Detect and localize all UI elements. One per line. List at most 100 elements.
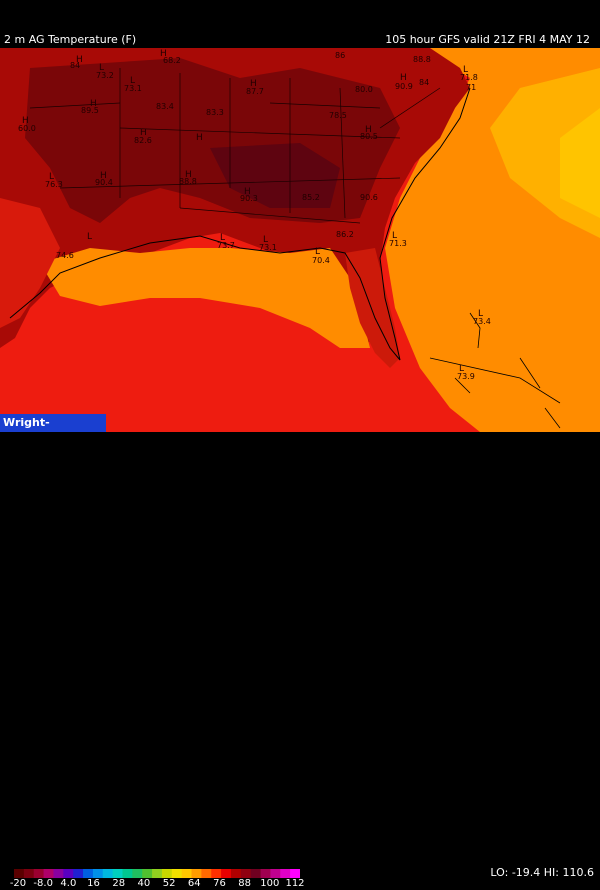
- scale-tick-label: 16: [87, 878, 100, 889]
- scale-swatch: [83, 869, 94, 878]
- low-marker: L: [87, 232, 92, 242]
- land-hottest-region: [210, 143, 340, 208]
- scale-swatch: [53, 869, 64, 878]
- scale-swatch: [260, 869, 271, 878]
- scale-swatch: [280, 869, 291, 878]
- watermark[interactable]: Wright-Weather.com: [0, 414, 106, 447]
- high-marker: H: [100, 171, 107, 181]
- low-marker: L: [263, 235, 268, 245]
- value-label: 88.8: [179, 177, 197, 186]
- scale-swatch: [122, 869, 133, 878]
- scale-swatch: [112, 869, 123, 878]
- low-marker: L: [130, 76, 135, 86]
- atlantic-coolest-region: [560, 108, 600, 218]
- value-label: 74.6: [56, 251, 74, 260]
- low-marker: L: [459, 364, 464, 374]
- color-scale: [14, 869, 300, 878]
- value-label: 73.1: [124, 84, 142, 93]
- scale-swatch: [161, 869, 173, 878]
- value-label: 73.9: [457, 372, 475, 381]
- value-label: 60.0: [18, 124, 36, 133]
- high-marker: H: [185, 170, 192, 180]
- temperature-map: 84 73.2 68.2 86 88.8 73.1 83.4 83.3 87.7…: [0, 48, 600, 432]
- state-borders: [29, 68, 441, 224]
- value-label: 71.3: [389, 239, 407, 248]
- high-marker: H: [160, 49, 167, 59]
- value-label: 71.8: [460, 73, 478, 82]
- value-label: 84: [70, 61, 80, 70]
- scale-swatch: [221, 869, 232, 878]
- map-svg: 84 73.2 68.2 86 88.8 73.1 83.4 83.3 87.7…: [0, 48, 600, 432]
- scale-tick-label: 40: [137, 878, 151, 889]
- scale-tick-label: 4.0: [60, 878, 77, 889]
- scale-swatch: [43, 869, 54, 878]
- value-labels: 84 73.2 68.2 86 88.8 73.1 83.4 83.3 87.7…: [18, 51, 491, 381]
- scale-tick-label: 112: [285, 878, 305, 889]
- value-label: 83.3: [206, 108, 224, 117]
- low-marker: L: [315, 247, 320, 257]
- high-marker: H: [22, 116, 29, 126]
- value-label: 90.3: [240, 194, 258, 203]
- scale-swatch: [211, 869, 222, 878]
- coastline: [9, 87, 471, 361]
- value-label: 86: [335, 51, 345, 60]
- low-marker: L: [220, 233, 225, 243]
- scale-tick-label: 88: [238, 878, 251, 889]
- value-label: 80.5: [360, 132, 378, 141]
- scale-swatch: [270, 869, 281, 878]
- land-hot-region: [25, 58, 400, 223]
- scale-swatch: [191, 869, 202, 878]
- gulf-coast-warm-band: [40, 248, 370, 348]
- scale-tick-label: 52: [162, 878, 176, 889]
- high-markers: H H H H H H H H H H H H: [22, 49, 407, 197]
- map-title: 2 m AG Temperature (F): [4, 33, 137, 46]
- high-marker: H: [365, 125, 372, 135]
- value-label: 85.2: [302, 193, 320, 202]
- low-marker: L: [99, 63, 104, 73]
- value-label: 83.4: [156, 102, 174, 111]
- scale-swatch: [63, 869, 74, 878]
- value-label: 90.9: [395, 82, 413, 91]
- valid-time: 105 hour GFS valid 21Z FRI 4 MAY 12: [385, 33, 590, 46]
- low-marker: L: [392, 231, 397, 241]
- value-label: 76.3: [45, 180, 63, 189]
- value-label: 88.8: [413, 55, 431, 64]
- scale-swatch: [73, 869, 84, 878]
- scale-swatch: [230, 869, 242, 878]
- scale-tick-label: -20: [9, 878, 27, 889]
- scale-swatch: [92, 869, 104, 878]
- high-marker: H: [90, 99, 97, 109]
- value-label: 86.2: [336, 230, 354, 239]
- scale-swatch: [250, 869, 262, 878]
- scale-swatch: [201, 869, 212, 878]
- scale-ticks: -20 -8.0 4.0 16 28 40 52 64 76 88 100 112: [0, 878, 320, 890]
- scale-swatch: [171, 869, 183, 878]
- high-marker: H: [244, 187, 251, 197]
- value-label: 90.6: [360, 193, 378, 202]
- value-label: 82.6: [134, 136, 152, 145]
- scale-swatch: [23, 869, 35, 878]
- scale-swatch: [240, 869, 252, 878]
- low-marker: L: [463, 65, 468, 75]
- scale-tick-label: 64: [187, 878, 201, 889]
- value-label: 71: [466, 83, 476, 92]
- high-marker: H: [196, 133, 203, 143]
- southwest-red-region: [0, 198, 60, 328]
- value-label: 87.7: [246, 87, 264, 96]
- value-label: 73.2: [96, 71, 114, 80]
- value-label: 73.1: [259, 243, 277, 252]
- high-marker: H: [250, 79, 257, 89]
- value-label: 80.0: [355, 85, 373, 94]
- low-marker: L: [478, 309, 483, 319]
- high-marker: H: [76, 55, 83, 65]
- legend-bar: -20 -8.0 4.0 16 28 40 52 64 76 88 100 112 LO: -19.4…: [0, 432, 600, 889]
- high-marker: H: [140, 128, 147, 138]
- scale-tick-label: -8.0: [33, 878, 53, 889]
- scale-swatch: [181, 869, 193, 878]
- florida-region: [345, 248, 400, 368]
- scale-swatch: [33, 869, 45, 878]
- scale-swatch: [132, 869, 143, 878]
- low-marker: L: [49, 172, 54, 182]
- value-label: 73.4: [473, 317, 491, 326]
- scale-swatch: [142, 869, 153, 878]
